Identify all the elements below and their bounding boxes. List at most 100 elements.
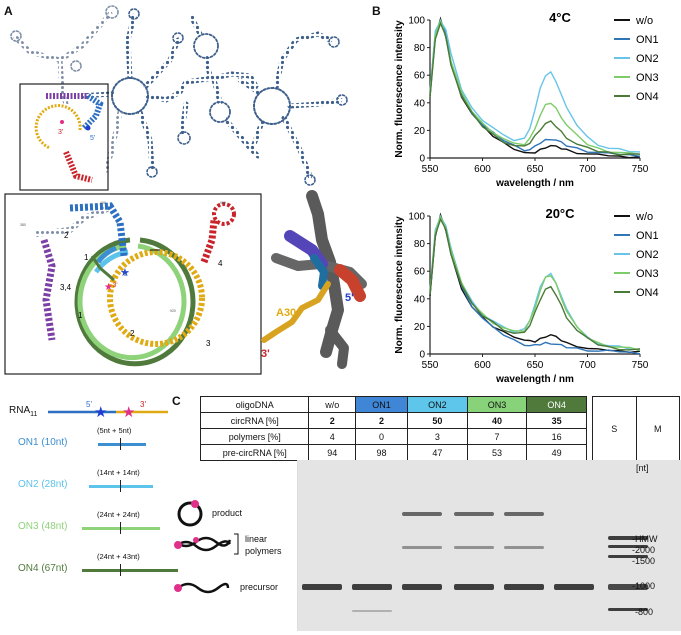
nt-tick-400: 400 — [100, 201, 106, 205]
table-header-cell: ON4 — [526, 396, 587, 413]
series-line-on3 — [429, 18, 641, 156]
table-header-cell: ON1 — [355, 396, 409, 413]
y-tick-label: 80 — [414, 43, 426, 54]
x-tick-label: 650 — [527, 164, 544, 175]
construct-arms: (24nt + 24nt) — [97, 510, 140, 519]
table-cell: 47 — [407, 444, 468, 461]
rna11-label: RNA11 — [9, 405, 38, 418]
gel-band — [352, 584, 392, 590]
construct-label: ON2 (28nt) — [18, 479, 68, 490]
y-axis-label: Norm. fluorescence intensity — [394, 20, 405, 158]
inset-small-structure — [34, 93, 104, 183]
inset-large-pink-star: ★ — [104, 282, 113, 293]
gel-band — [402, 512, 442, 516]
legend-label: ON1 — [636, 230, 659, 242]
gel-legend — [174, 500, 239, 594]
table-cell: 4 — [308, 428, 357, 445]
table-cell: 2 — [308, 412, 357, 429]
3d-model — [261, 190, 367, 369]
gel-band — [454, 512, 494, 516]
model-5prime-label: 5' — [345, 292, 354, 304]
x-axis-label: wavelength / nm — [495, 178, 574, 189]
table-row-label: polymers [%] — [199, 428, 310, 445]
gel-band — [608, 536, 648, 540]
gel-band — [302, 584, 342, 590]
table-row: circRNA [%] 2 2 50 40 35 — [199, 412, 587, 429]
inset-large-structure — [35, 202, 236, 367]
table-cell: 2 — [355, 412, 409, 429]
construct-arms: (14nt + 14nt) — [97, 468, 140, 477]
arm-label-34: 3,4 — [60, 283, 72, 292]
marker-hmw: -HMW — [632, 534, 658, 544]
x-tick-label: 550 — [422, 164, 439, 175]
model-3prime-label: 3' — [261, 348, 270, 360]
legend-linear: linear — [245, 534, 268, 544]
nt-tick-920: 920 — [170, 309, 176, 313]
gel-band — [454, 546, 494, 549]
construct-bar — [98, 443, 146, 446]
construct-split-tick — [120, 522, 121, 534]
y-tick-label: 60 — [414, 71, 426, 82]
x-tick-label: 700 — [579, 164, 596, 175]
x-tick-label: 600 — [474, 164, 491, 175]
rna11-3prime: 3' — [140, 400, 146, 409]
x-tick-label: 650 — [527, 360, 544, 371]
table-cell: 53 — [466, 444, 528, 461]
arm-label-2-top: 2 — [64, 231, 69, 240]
x-tick-label: 750 — [632, 164, 649, 175]
table-cell: 49 — [526, 444, 587, 461]
legend-label: ON3 — [636, 268, 659, 280]
precursor-strand-icon — [177, 582, 230, 594]
nt-tick-960: 960 — [220, 201, 226, 205]
gel-band — [608, 555, 648, 558]
table-row-label: pre-circRNA [%] — [199, 444, 310, 461]
inset-small-3prime: 3' — [58, 129, 63, 136]
table-cell: 0 — [355, 428, 409, 445]
inset-box-large — [4, 193, 262, 375]
full-rna-structure — [10, 5, 348, 186]
legend-precursor: precursor — [240, 582, 279, 592]
marker-unit-label: [nt] — [636, 463, 649, 473]
panel-a-secondary-structure: 3' 5' ★ ★ 3' 5' 2 1 3,4 1 2 3 4 380 400 … — [4, 5, 367, 375]
table-cell: 94 — [308, 444, 357, 461]
table-cell: 50 — [407, 412, 468, 429]
inset-small-5prime: 5' — [90, 135, 95, 142]
gel-band — [504, 546, 544, 549]
inset-box-small — [19, 83, 109, 191]
gel-band — [608, 584, 648, 590]
rna11-blue-star: ★ — [94, 404, 107, 421]
inset-large-star: ★ — [120, 267, 130, 279]
construct-label: ON1 (10nt) — [18, 437, 68, 448]
gel-band — [504, 512, 544, 516]
marker-1000: -1000 — [632, 581, 656, 591]
panel-letter-b: B — [372, 4, 381, 18]
y-tick-label: 100 — [408, 16, 425, 27]
gel-band — [454, 584, 494, 590]
gel-band — [402, 546, 442, 549]
product-circle-icon — [177, 501, 203, 527]
x-tick-label: 550 — [422, 360, 439, 371]
construct-label: ON3 (48nt) — [18, 521, 68, 532]
legend-polymers: polymers — [245, 546, 282, 556]
legend-label: ON4 — [636, 287, 659, 299]
spectrum-chart-4c: 550 600 650 700 750 0 20 40 60 80 100 wavelength / … — [394, 10, 659, 189]
legend-label: w/o — [635, 211, 653, 223]
x-tick-label: 700 — [579, 360, 596, 371]
table-cell: 98 — [355, 444, 409, 461]
y-tick-label: 40 — [414, 294, 426, 305]
construct-arms: (24nt + 43nt) — [97, 552, 140, 561]
construct-bar — [82, 569, 178, 572]
construct-label: ON4 (67nt) — [18, 563, 68, 574]
y-tick-label: 20 — [414, 126, 426, 137]
table-cell: 40 — [466, 412, 528, 429]
chart-title: 4°C — [549, 10, 571, 25]
table-row: pre-circRNA [%] 94 98 47 53 49 — [199, 444, 587, 461]
polymer-strand-2-icon — [175, 536, 232, 548]
nt-tick-380: 380 — [20, 223, 26, 227]
x-tick-label: 600 — [474, 360, 491, 371]
rna11-pink-star: ★ — [122, 404, 135, 421]
lane-s-cell: S — [592, 396, 637, 461]
gel-band — [402, 584, 442, 590]
lane-extra-table: S M — [592, 396, 680, 461]
